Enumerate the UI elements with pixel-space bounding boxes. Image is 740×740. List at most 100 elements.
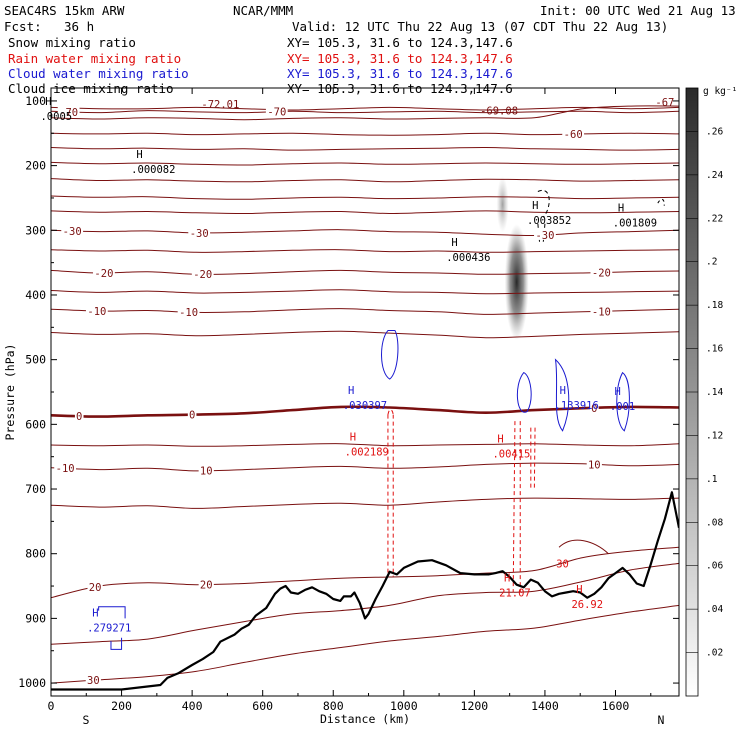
field-xy-snow: XY= 105.3, 31.6 to 124.3,147.6 xyxy=(287,35,513,50)
extremum-marker: H xyxy=(45,96,51,108)
isotherm-minus-67 xyxy=(51,105,679,121)
isotherm-minus-55 xyxy=(51,146,679,151)
isotherm-minus-60 xyxy=(51,132,679,136)
y-tick-label: 300 xyxy=(25,223,46,237)
fcst-value: 36 h xyxy=(64,19,94,34)
colorbar-tick-label: .24 xyxy=(706,170,723,181)
isotherm-10 xyxy=(51,462,679,472)
isotherm-label-bg xyxy=(85,305,108,317)
y-tick-label: 500 xyxy=(25,353,46,367)
isotherm-label: -20 xyxy=(94,268,113,280)
isotherm-label-bg xyxy=(74,410,84,422)
cloud-ice-shading xyxy=(496,176,529,341)
axes: 0 200 400 600 800 1000 1200 1400 160010020030040… xyxy=(18,88,679,713)
isotherm-label: 30 xyxy=(87,675,100,687)
south-end-label: S xyxy=(83,713,90,727)
isotherm-label-bg xyxy=(61,224,84,236)
isotherm-30 xyxy=(51,604,679,684)
cloud-water-contour-east xyxy=(554,358,570,432)
isotherm-5 xyxy=(51,443,679,447)
extremum-label: .279271 xyxy=(87,622,131,634)
isotherm-minus-15 xyxy=(51,289,679,295)
field-xy-cloud-water: XY= 105.3, 31.6 to 124.3,147.6 xyxy=(287,66,513,81)
isotherm-label: -30 xyxy=(190,228,209,240)
colorbar-tick-label: .22 xyxy=(706,213,723,224)
temperature-isotherms xyxy=(51,105,679,684)
extremum-label: .001809 xyxy=(613,218,657,230)
header: SEAC4RS 15km ARW NCAR/MMM Init: 00 UTC W… xyxy=(4,3,736,34)
rain-contour-west xyxy=(387,409,394,577)
isotherm-label: 20 xyxy=(200,579,213,591)
isotherm-label: -10 xyxy=(179,307,198,319)
colorbar-tick-label: .26 xyxy=(706,126,723,137)
isotherm-label: -20 xyxy=(592,267,611,279)
extremum-label: .001 xyxy=(610,401,635,413)
isotherm-minus-50 xyxy=(51,161,679,166)
extremum-label: .030397 xyxy=(343,400,387,412)
x-tick-label: 800 xyxy=(323,699,344,713)
isotherm-25 xyxy=(51,562,679,645)
colorbar-tick-label: .14 xyxy=(706,387,723,398)
colorbar: g kg⁻¹ .02 .04 .06 .08 .1 .12 .14 .16 .18 .2 .22 .2… xyxy=(685,86,737,697)
colorbar-tick-label: .08 xyxy=(706,517,723,528)
extremum-marker: H xyxy=(451,237,457,249)
isotherm-label: 0 xyxy=(189,410,195,422)
contour-labels: -70 -70 -60 -30 -30 -30 -20 -20 -20 -10 -10 -10 0 0 0 -… xyxy=(40,96,674,687)
y-tick-label: 100 xyxy=(25,94,46,108)
colorbar-tick-label: .02 xyxy=(706,648,723,659)
x-tick-label: 200 xyxy=(111,699,132,713)
field-legend: Snow mixing ratio XY= 105.3, 31.6 to 124… xyxy=(8,35,513,96)
y-tick-label: 400 xyxy=(25,288,46,302)
cloud-ice-upper xyxy=(496,176,509,233)
extremum-label: .133916 xyxy=(555,400,599,412)
isotherm-minus-30 xyxy=(51,229,679,237)
isotherm-minus-10 xyxy=(51,308,679,315)
colorbar-tick-label: .2 xyxy=(706,257,717,268)
cloud-ice-core xyxy=(504,224,529,341)
north-end-label: N xyxy=(658,713,665,727)
isotherm-minus-5 xyxy=(51,330,679,339)
extremum-label: .000082 xyxy=(131,164,175,176)
isotherm-label: -30 xyxy=(63,226,82,238)
colorbar-tick-label: .04 xyxy=(706,604,723,615)
isotherm-label: 0 xyxy=(76,411,82,423)
valid-time: Valid: 12 UTC Thu 22 Aug 13 (07 CDT Thu … xyxy=(292,19,668,34)
isotherm-label-bg xyxy=(191,268,214,280)
isotherm-label-bg xyxy=(562,128,585,140)
y-tick-label: 200 xyxy=(25,159,46,173)
isotherm-label: -10 xyxy=(87,306,106,318)
org-name: NCAR/MMM xyxy=(233,3,293,18)
extremum-label: -69.08 xyxy=(480,106,518,118)
colorbar-tick-label: .18 xyxy=(706,300,723,311)
isotherm-label: -30 xyxy=(535,230,554,242)
isotherm-minus-72 xyxy=(51,106,679,111)
x-tick-label: 1000 xyxy=(390,699,418,713)
extremum-label: 30 xyxy=(556,558,569,570)
extremum-marker: H xyxy=(560,385,566,397)
x-tick-label: 1200 xyxy=(461,699,489,713)
isotherm-minus-70 xyxy=(51,110,679,114)
field-name-rain: Rain water mixing ratio xyxy=(8,51,181,66)
extremum-label: .003852 xyxy=(527,215,571,227)
isotherm-label-bg xyxy=(54,462,77,474)
cloud-water-contour-far-east xyxy=(616,371,630,432)
x-tick-label: 400 xyxy=(182,699,203,713)
colorbar-units: g kg⁻¹ xyxy=(703,86,737,97)
x-tick-label: 1400 xyxy=(531,699,559,713)
colorbar-tick-label: .06 xyxy=(706,561,723,572)
y-tick-label: 1000 xyxy=(18,676,46,690)
isotherm-label-bg xyxy=(93,266,115,278)
fcst-label: Fcst: xyxy=(4,19,42,34)
isotherm-label: -20 xyxy=(193,269,212,281)
isotherm-label-bg xyxy=(87,581,103,593)
extremum-marker: H xyxy=(350,432,356,444)
isotherm-minus-40 xyxy=(51,195,679,200)
y-axis-label: Pressure (hPa) xyxy=(3,344,17,441)
extremum-label: 21.07 xyxy=(499,588,531,600)
isotherm-label: -10 xyxy=(56,463,75,475)
isotherm-20 xyxy=(51,546,679,599)
extremum-marker: H xyxy=(576,584,582,596)
model-name: SEAC4RS 15km ARW xyxy=(4,3,125,18)
colorbar-tick-label: .12 xyxy=(706,430,723,441)
